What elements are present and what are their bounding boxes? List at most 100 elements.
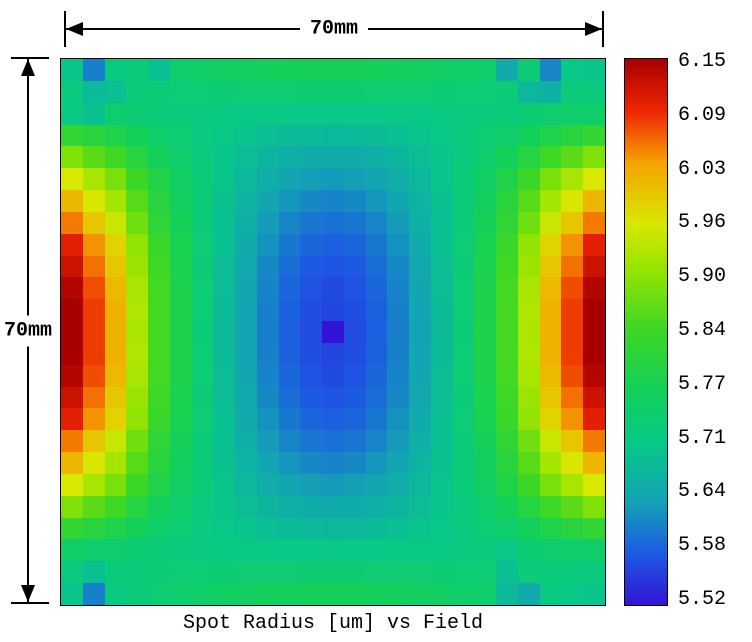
heatmap-cell [278,364,301,387]
heatmap-cell [213,517,236,540]
heatmap-cell [256,583,279,605]
heatmap-cell [365,190,388,212]
heatmap-cell [148,124,170,147]
heatmap-cell [82,495,105,518]
heatmap-cell [387,583,410,605]
heatmap-cell [561,168,584,191]
heatmap-cell [539,211,562,234]
heatmap-cell [104,517,127,540]
heatmap-cell [561,430,584,453]
dimension-tick-bottom [11,602,49,604]
heatmap-cell [148,342,170,365]
heatmap-cell [517,233,540,256]
heatmap-cell [583,321,605,343]
heatmap-cell [517,364,540,387]
heatmap-cell [387,430,410,453]
heatmap-cell [148,59,170,81]
heatmap-cell [430,408,453,431]
heatmap-cell [235,517,257,540]
heatmap-cell [474,321,497,343]
heatmap-cell [213,364,236,387]
heatmap-cell [169,321,192,343]
heatmap-cell [61,211,83,234]
heatmap-cell [430,255,453,278]
heatmap-cell [409,539,431,562]
heatmap-cell [322,102,344,125]
heatmap-cell [409,495,431,518]
heatmap-cell [496,277,518,300]
heatmap-cell [148,321,170,343]
heatmap-cell [213,342,236,365]
heatmap-cell [517,452,540,474]
heatmap-cell [61,59,83,81]
heatmap-cell [583,473,605,496]
heatmap-cell [256,233,279,256]
heatmap-cell [256,364,279,387]
heatmap-cell [126,452,149,474]
heatmap-cell [256,386,279,409]
heatmap-cell [169,386,192,409]
heatmap-cell [126,321,149,343]
heatmap-cell [452,364,475,387]
heatmap-cell [409,102,431,125]
heatmap-cell [278,168,301,191]
heatmap-cell [583,539,605,562]
heatmap-cell [387,59,410,81]
heatmap-cell [365,124,388,147]
heatmap-cell [430,190,453,212]
heatmap-cell [278,495,301,518]
heatmap-cell [104,364,127,387]
heatmap-cell [474,342,497,365]
heatmap-cell [191,473,214,496]
heatmap-cell [409,517,431,540]
heatmap-cell [474,473,497,496]
heatmap-cell [343,452,366,474]
heatmap-cell [191,364,214,387]
heatmap-cell [213,211,236,234]
heatmap-cell [126,190,149,212]
heatmap-cell [61,255,83,278]
heatmap-cell [409,430,431,453]
heatmap-cell [387,102,410,125]
heatmap-cell [539,80,562,103]
heatmap-cell [561,452,584,474]
heatmap-cell [474,430,497,453]
heatmap-cell [191,583,214,605]
heatmap-cell [561,299,584,322]
heatmap-cell [365,80,388,103]
heatmap-cell [561,124,584,147]
heatmap-cell [104,124,127,147]
heatmap-cell [583,561,605,584]
heatmap-cell [300,473,323,496]
heatmap-cell [126,517,149,540]
heatmap-cell [322,473,344,496]
heatmap-cell [256,321,279,343]
heatmap-cell [322,190,344,212]
heatmap-cell [104,430,127,453]
heatmap-cell [322,452,344,474]
heatmap-cell [430,80,453,103]
heatmap-cell [452,102,475,125]
heatmap-cell [583,364,605,387]
heatmap-cell [474,495,497,518]
heatmap-cell [409,168,431,191]
heatmap-cell [561,190,584,212]
heatmap-cell [213,102,236,125]
heatmap-cell [430,517,453,540]
heatmap-cell [300,102,323,125]
heatmap-cell [256,473,279,496]
heatmap-cell [256,517,279,540]
heatmap-cell [213,473,236,496]
heatmap-cell [409,255,431,278]
heatmap-cell [365,561,388,584]
heatmap-cell [561,233,584,256]
heatmap-cell [300,561,323,584]
heatmap-cell [148,583,170,605]
heatmap-cell [539,539,562,562]
heatmap-cell [104,342,127,365]
heatmap-cell [82,102,105,125]
heatmap-cell [82,168,105,191]
heatmap-cell [430,539,453,562]
heatmap-cell [82,342,105,365]
heatmap-cell [474,168,497,191]
